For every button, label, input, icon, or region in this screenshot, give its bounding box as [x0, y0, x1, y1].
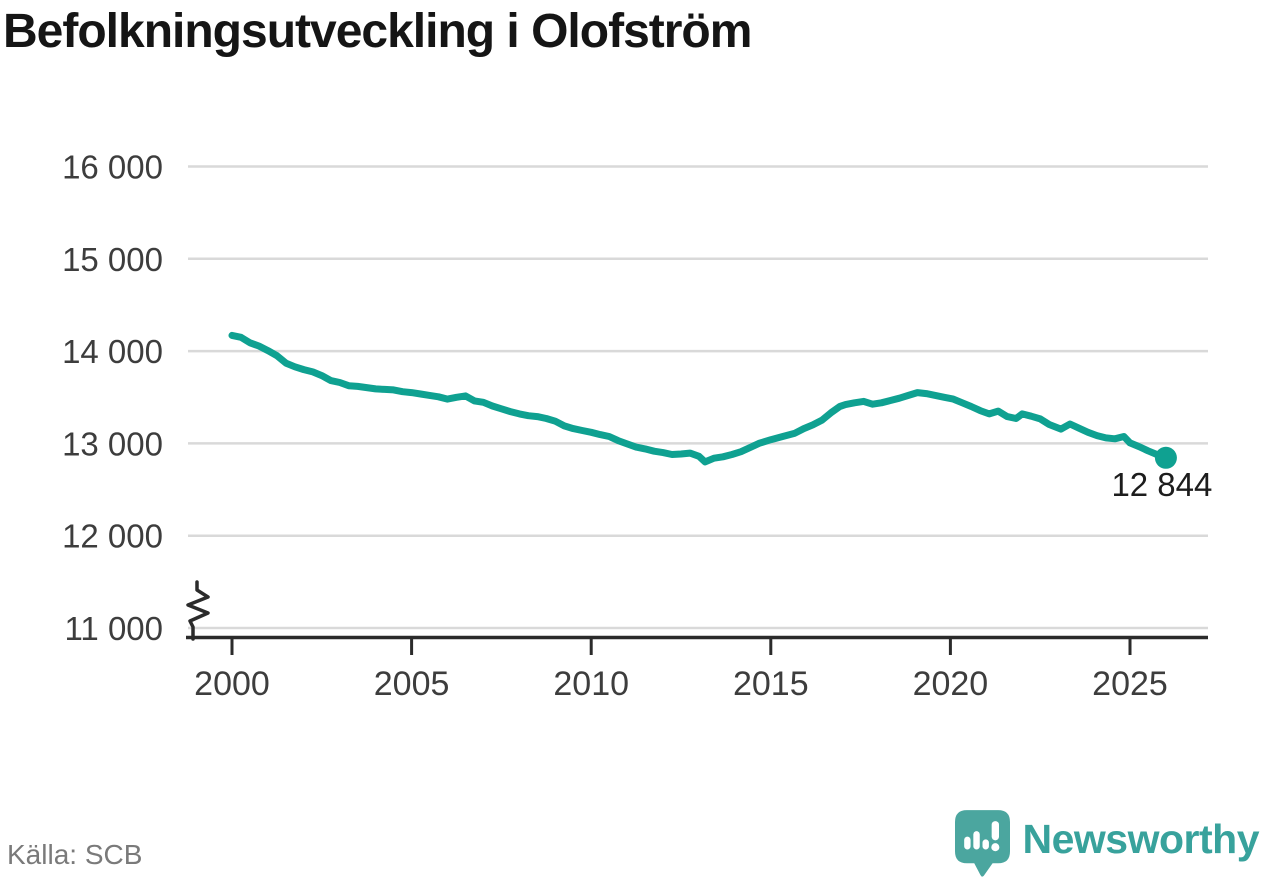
- y-tick-label: 15 000: [62, 241, 163, 278]
- source-note: Källa: SCB: [7, 839, 143, 870]
- x-tick-label: 2005: [374, 665, 450, 703]
- x-tick-label: 2010: [553, 665, 629, 703]
- y-tick-label: 13 000: [62, 425, 163, 462]
- x-tick-label: 2015: [733, 665, 809, 703]
- y-tick-label: 11 000: [65, 610, 163, 647]
- newsworthy-bubble-barchart-icon: [954, 810, 1010, 877]
- y-tick-label: 16 000: [62, 149, 163, 186]
- chart-title: Befolkningsutveckling i Olofström: [3, 5, 752, 58]
- latest-point-dot: [1154, 446, 1177, 469]
- newsworthy-logo-text: Newsworthy: [1022, 815, 1260, 862]
- x-tick-label: 2025: [1092, 665, 1168, 703]
- x-tick-label: 2020: [913, 665, 989, 703]
- y-tick-label: 12 000: [62, 518, 163, 555]
- y-tick-label: 14 000: [62, 333, 163, 370]
- latest-value-label: 12 844: [1111, 466, 1212, 503]
- x-tick-label: 2000: [194, 665, 270, 703]
- newsworthy-logo: Newsworthy: [954, 810, 1260, 878]
- population-line: [228, 331, 1170, 466]
- axis-break-icon: [186, 580, 210, 641]
